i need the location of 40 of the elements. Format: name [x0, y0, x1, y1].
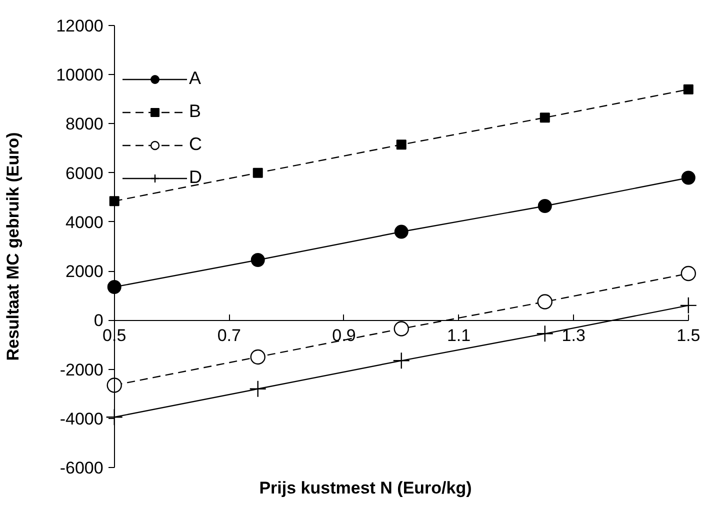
y-tick-label: 4000 — [66, 212, 104, 232]
legend-label: D — [189, 167, 203, 188]
x-tick-label: 0.7 — [217, 326, 241, 346]
point — [392, 352, 410, 370]
point — [681, 170, 696, 185]
point — [537, 294, 552, 310]
y-tick-label: -4000 — [60, 409, 104, 428]
x-axis-title: Prijs kustmest N (Euro/kg) — [259, 478, 472, 498]
legend-label: C — [189, 134, 203, 155]
point — [249, 380, 266, 398]
y-tick-label: 10000 — [56, 66, 104, 85]
y-tick-label: -6000 — [60, 458, 104, 478]
point — [536, 325, 554, 342]
legend-label: B — [189, 101, 202, 122]
y-tick-label: 8000 — [66, 114, 104, 134]
legend-label: A — [189, 68, 202, 89]
x-tick-label: 1.3 — [562, 326, 586, 346]
point — [683, 84, 694, 94]
y-tick-label: 0 — [94, 311, 104, 330]
point — [109, 196, 120, 206]
y-tick-label: -2000 — [60, 360, 104, 380]
point — [252, 168, 263, 178]
point — [538, 199, 552, 213]
x-tick-label: 1.5 — [676, 326, 700, 346]
x-tick-label: 1.1 — [446, 326, 471, 346]
x-tick-label: 0.9 — [332, 326, 356, 346]
point — [107, 280, 122, 294]
point — [394, 224, 408, 239]
y-axis-title: Resultaat MC gebruik (Euro) — [4, 132, 22, 361]
point — [540, 112, 550, 123]
point — [250, 349, 266, 365]
point — [680, 266, 696, 282]
point — [106, 378, 122, 393]
y-tick-label: 12000 — [56, 16, 104, 36]
point — [250, 253, 265, 267]
point — [394, 321, 409, 336]
y-tick-label: 6000 — [66, 164, 104, 183]
y-tick-label: 2000 — [66, 262, 104, 282]
point — [396, 140, 406, 150]
point — [106, 408, 123, 426]
